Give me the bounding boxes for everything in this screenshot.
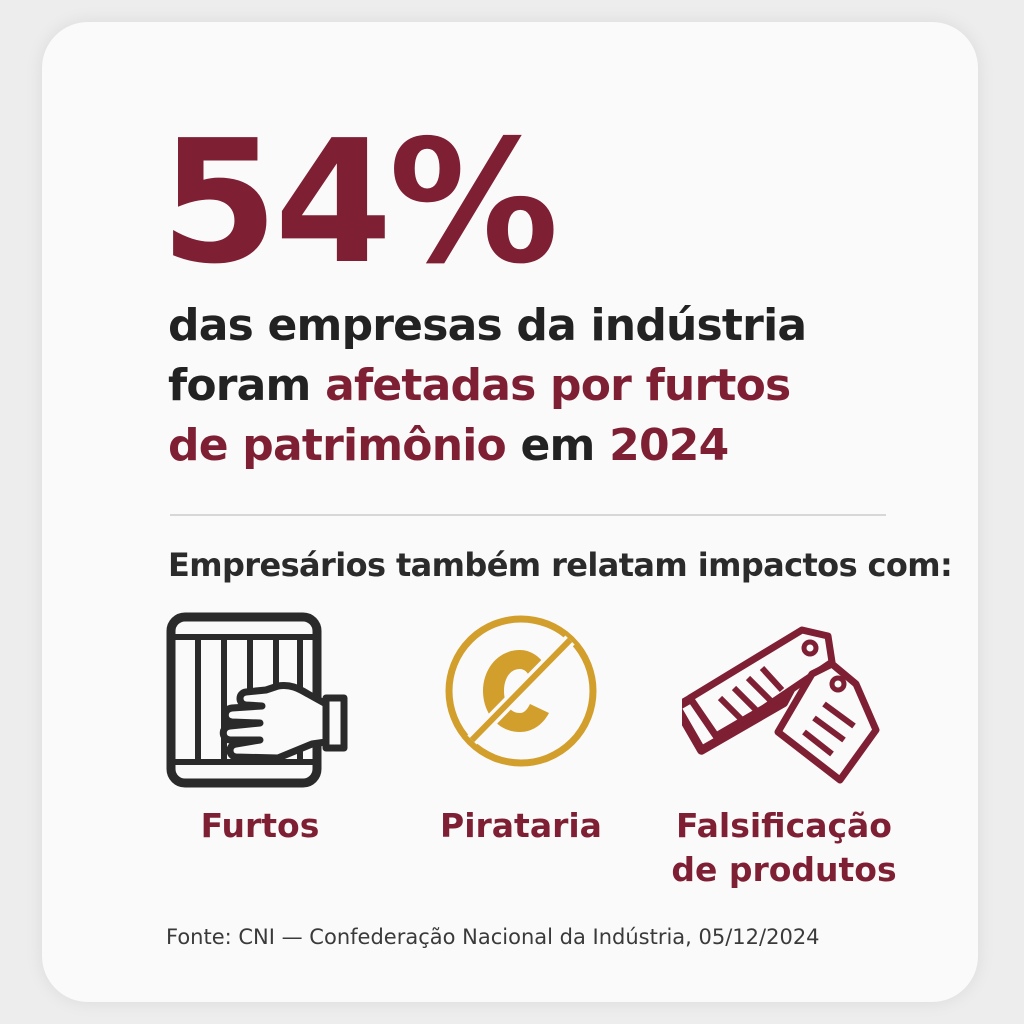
headline-line-3-highlight: de patrimônio xyxy=(168,420,507,471)
subheading: Empresários também relatam impactos com: xyxy=(168,546,953,584)
headline-line-2-highlight: afetadas por furtos xyxy=(325,360,791,411)
headline-line-2: foram afetadas por furtos xyxy=(168,356,888,416)
headline-line-3: de patrimônio em 2024 xyxy=(168,416,888,476)
headline-line-2-plain: foram xyxy=(168,360,326,411)
impact-label-furtos: Furtos xyxy=(200,806,320,845)
source-note: Fonte: CNI — Confederação Nacional da In… xyxy=(166,925,820,949)
impact-label-pirataria: Pirataria xyxy=(440,806,602,845)
impact-label-falsificacao-line-1: Falsificação xyxy=(676,806,892,845)
divider xyxy=(170,514,886,516)
no-copyright-icon xyxy=(442,612,600,770)
theft-hand-bars-icon xyxy=(166,612,348,788)
headline-year: 2024 xyxy=(609,420,729,471)
headline-line-3-plain: em xyxy=(505,420,610,471)
headline: das empresas da indústria foram afetadas… xyxy=(168,296,888,476)
price-tags-icon xyxy=(682,612,882,784)
stat-percentage: 54% xyxy=(160,104,559,302)
infographic-card xyxy=(42,22,978,1002)
impact-label-falsificacao-line-2: de produtos xyxy=(671,850,897,889)
headline-line-1: das empresas da indústria xyxy=(168,300,807,351)
impact-label-falsificacao: Falsificação de produtos xyxy=(664,804,904,892)
